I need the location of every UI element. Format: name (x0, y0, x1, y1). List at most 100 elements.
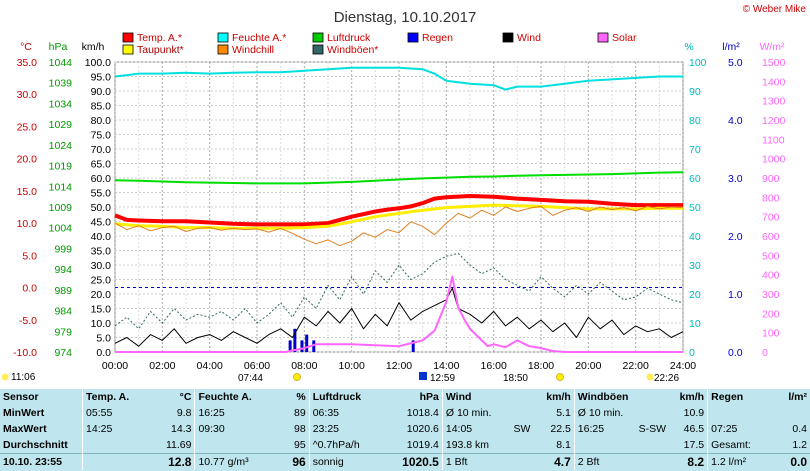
wind-info: 1 Bft (441, 453, 501, 470)
y-tick-label: 979 (54, 326, 72, 338)
y-tick-label: 400 (762, 270, 780, 282)
header-temp: Temp. A. (82, 389, 139, 405)
temp-value: 14.3 (171, 423, 192, 435)
pressure-time: 06:35 (308, 405, 381, 421)
weather-chart: Dienstag, 10.10.2017 © Weber Mike Temp. … (1, 4, 807, 384)
y-tick-label: 1044 (49, 57, 73, 69)
y-tick-label: 1024 (49, 140, 73, 152)
y-tick-label: 1000 (762, 154, 786, 166)
humidity-abs: 10.77 g/m³ (194, 453, 263, 470)
y-tick-label: 35.0 (91, 246, 112, 258)
rain-bar (288, 340, 292, 352)
y-tick-label: 2.0 (728, 231, 743, 243)
y-tick-label: 35.0 (17, 57, 38, 69)
moon-icon (1, 373, 9, 381)
legend-swatch (502, 32, 514, 43)
legend-label: Luftdruck (327, 32, 371, 44)
y-tick-label: 1400 (762, 76, 786, 88)
y-tick-label: 1019 (49, 161, 73, 173)
header-pressure-unit: hPa (419, 391, 439, 403)
temp-time (82, 453, 139, 470)
rain-bar (312, 340, 316, 352)
y-tick-label: 90 (689, 86, 701, 98)
humidity-value: 95 (294, 439, 306, 451)
temp-time: 05:55 (82, 405, 139, 421)
stats-row-max: MaxWert 14:25 14.3 09:30 98 23:25 1020.6… (0, 421, 810, 437)
y-tick-label: 5.0 (22, 250, 37, 262)
y-tick-label: 30.0 (17, 89, 38, 101)
wind-info: 14:05 (441, 421, 501, 437)
y-tick-label: 600 (762, 231, 780, 243)
x-tick-label: 12:00 (386, 360, 412, 372)
time-marker-label: 22:26 (654, 373, 679, 384)
series-line (114, 205, 684, 247)
gust-info: 2 Bft (573, 453, 634, 470)
pressure-value: 1019.4 (406, 439, 439, 451)
y-tick-label: 60 (689, 173, 701, 185)
gust-value: 46.5 (683, 423, 705, 435)
sun-icon (293, 373, 301, 381)
x-tick-label: 02:00 (149, 360, 175, 372)
stats-row-current: 10.10. 23:55 12.8 10.77 g/m³ 96 sonnig 1… (0, 453, 810, 470)
rain-bar (293, 328, 297, 352)
y-tick-label: 1039 (49, 78, 73, 90)
y-tick-label: 95.0 (91, 72, 112, 84)
wind-direction: SW (513, 423, 531, 435)
wind-info: 193.8 km (441, 437, 501, 454)
y-tick-label: 500 (762, 250, 780, 262)
x-tick-label: 10:00 (339, 360, 365, 372)
y-tick-label: 30 (689, 260, 701, 272)
x-tick-label: 00:00 (102, 360, 128, 372)
y-tick-label: 1500 (762, 57, 786, 69)
y-tick-label: 100.0 (85, 57, 111, 69)
y-tick-label: 1.0 (728, 289, 743, 301)
axis-title: °C (20, 41, 32, 53)
y-tick-label: 75.0 (91, 130, 112, 142)
header-humidity: Feuchte A. (194, 389, 263, 405)
y-tick-label: 1034 (49, 98, 73, 110)
rain-bar (300, 340, 304, 352)
y-tick-label: 0.0 (22, 283, 37, 295)
humidity-time (194, 437, 263, 454)
gust-info (573, 437, 634, 454)
chart-legend: Temp. A.* Feuchte A.* Luftdruck Regen Wind So… (122, 32, 637, 56)
gust-value: 17.5 (683, 439, 705, 451)
y-tick-label: 40.0 (91, 231, 112, 243)
y-tick-label: 10.0 (91, 318, 112, 330)
y-tick-label: 25.0 (17, 121, 38, 133)
copyright-text: © Weber Mike (743, 4, 807, 15)
y-tick-label: 984 (54, 306, 72, 318)
y-tick-label: 90.0 (91, 86, 112, 98)
y-tick-label: 700 (762, 212, 780, 224)
y-tick-label: 80.0 (91, 115, 112, 127)
axis-title: l/m² (722, 41, 740, 53)
rain-info: Gesamt: (707, 437, 762, 454)
y-tick-label: 70 (689, 144, 701, 156)
rain-bar (305, 334, 309, 352)
rain-value (761, 405, 810, 421)
y-tick-label: 1029 (49, 119, 73, 131)
legend-label: Solar (612, 32, 637, 44)
temp-value: 11.69 (165, 439, 192, 451)
y-tick-label: 1014 (49, 181, 73, 193)
axis-titles: °C hPa km/h% l/m² W/m² (20, 41, 785, 53)
y-tick-label: 10.0 (17, 218, 38, 230)
y-tick-label: 25.0 (91, 275, 112, 287)
y-tick-label: -10.0 (13, 347, 37, 359)
y-tick-label: 974 (54, 347, 72, 359)
legend-label: Taupunkt* (137, 44, 184, 56)
row-label: MaxWert (3, 423, 47, 435)
rain-value: 1.2 (792, 439, 807, 451)
series-line (114, 252, 684, 330)
y-tick-label: 300 (762, 289, 780, 301)
culmination-icon (419, 372, 427, 380)
y-tick-label: 50 (689, 202, 701, 214)
time-marker-label: 07:44 (238, 373, 263, 384)
y-tick-label: 994 (54, 264, 72, 276)
legend-swatch (312, 32, 324, 43)
pressure-value: 1020.6 (406, 423, 439, 435)
wind-value: 22.5 (550, 423, 571, 435)
rain-info (707, 405, 762, 421)
x-tick-label: 16:00 (481, 360, 507, 372)
y-tick-label: 900 (762, 173, 780, 185)
